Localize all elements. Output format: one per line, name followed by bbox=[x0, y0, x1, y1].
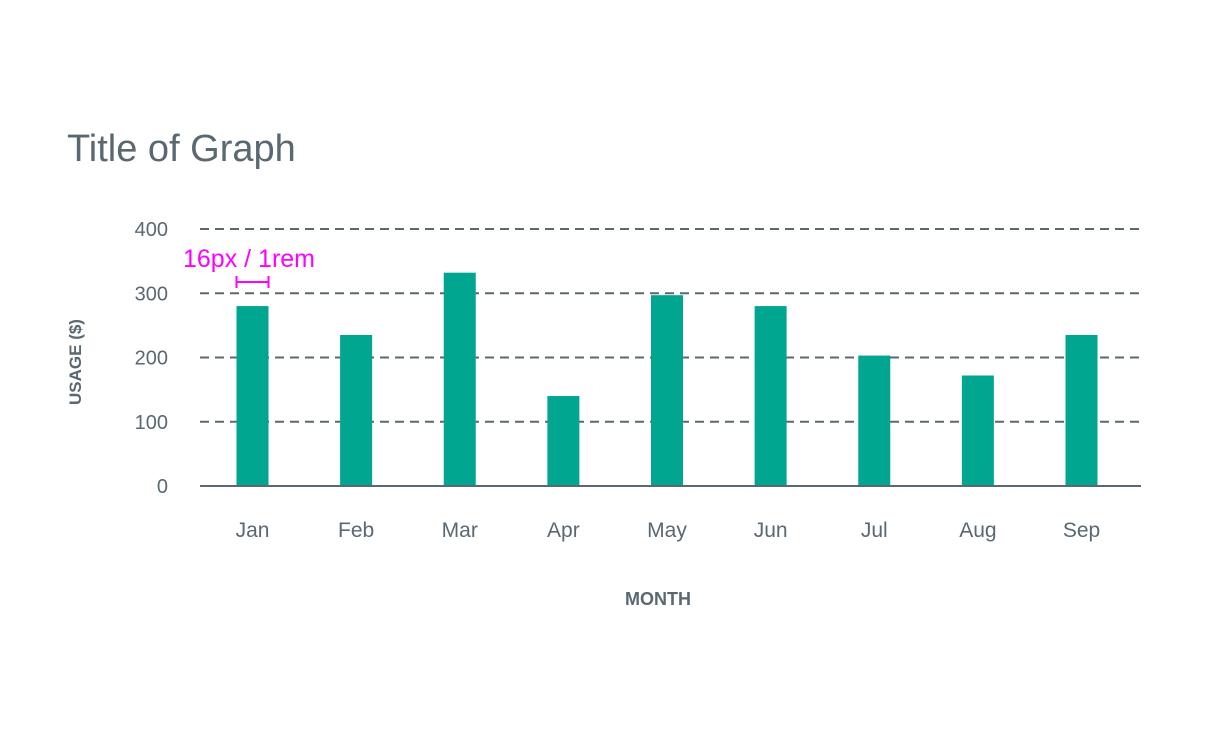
y-tick-labels: 0 100 200 300 400 bbox=[135, 219, 168, 498]
bar-feb bbox=[340, 335, 373, 486]
x-tick-label: Aug bbox=[959, 519, 996, 542]
y-tick-label: 100 bbox=[135, 412, 168, 434]
bar-jul bbox=[858, 355, 891, 486]
y-tick-label: 300 bbox=[135, 283, 168, 305]
x-tick-label: Jun bbox=[754, 519, 788, 542]
x-axis-label: MONTH bbox=[625, 589, 691, 609]
y-tick-label: 200 bbox=[135, 348, 168, 370]
bar-mar bbox=[443, 272, 476, 486]
y-tick-label: 400 bbox=[135, 219, 168, 241]
x-tick-labels: Jan Feb Mar Apr May Jun Jul Aug Sep bbox=[236, 519, 1101, 542]
bars bbox=[236, 272, 1098, 486]
x-tick-label: Sep bbox=[1063, 519, 1100, 542]
bar-width-annotation: 16px / 1rem bbox=[183, 245, 315, 288]
chart-title: Title of Graph bbox=[67, 128, 296, 170]
x-tick-label: Jul bbox=[861, 519, 888, 542]
bar-apr bbox=[547, 396, 580, 486]
x-tick-label: Jan bbox=[236, 519, 270, 542]
x-tick-label: May bbox=[647, 519, 687, 542]
x-tick-label: Mar bbox=[442, 519, 478, 542]
annotation-label: 16px / 1rem bbox=[183, 245, 315, 273]
bar-jan bbox=[236, 306, 269, 486]
bar-jun bbox=[754, 306, 787, 486]
x-tick-label: Apr bbox=[547, 519, 580, 542]
annotation-bracket bbox=[235, 276, 270, 288]
x-tick-label: Feb bbox=[338, 519, 374, 542]
bar-may bbox=[651, 295, 683, 486]
bar-sep bbox=[1065, 335, 1098, 486]
y-axis-label: USAGE ($) bbox=[66, 319, 85, 405]
bar-aug bbox=[961, 375, 994, 486]
y-tick-label: 0 bbox=[157, 476, 168, 498]
